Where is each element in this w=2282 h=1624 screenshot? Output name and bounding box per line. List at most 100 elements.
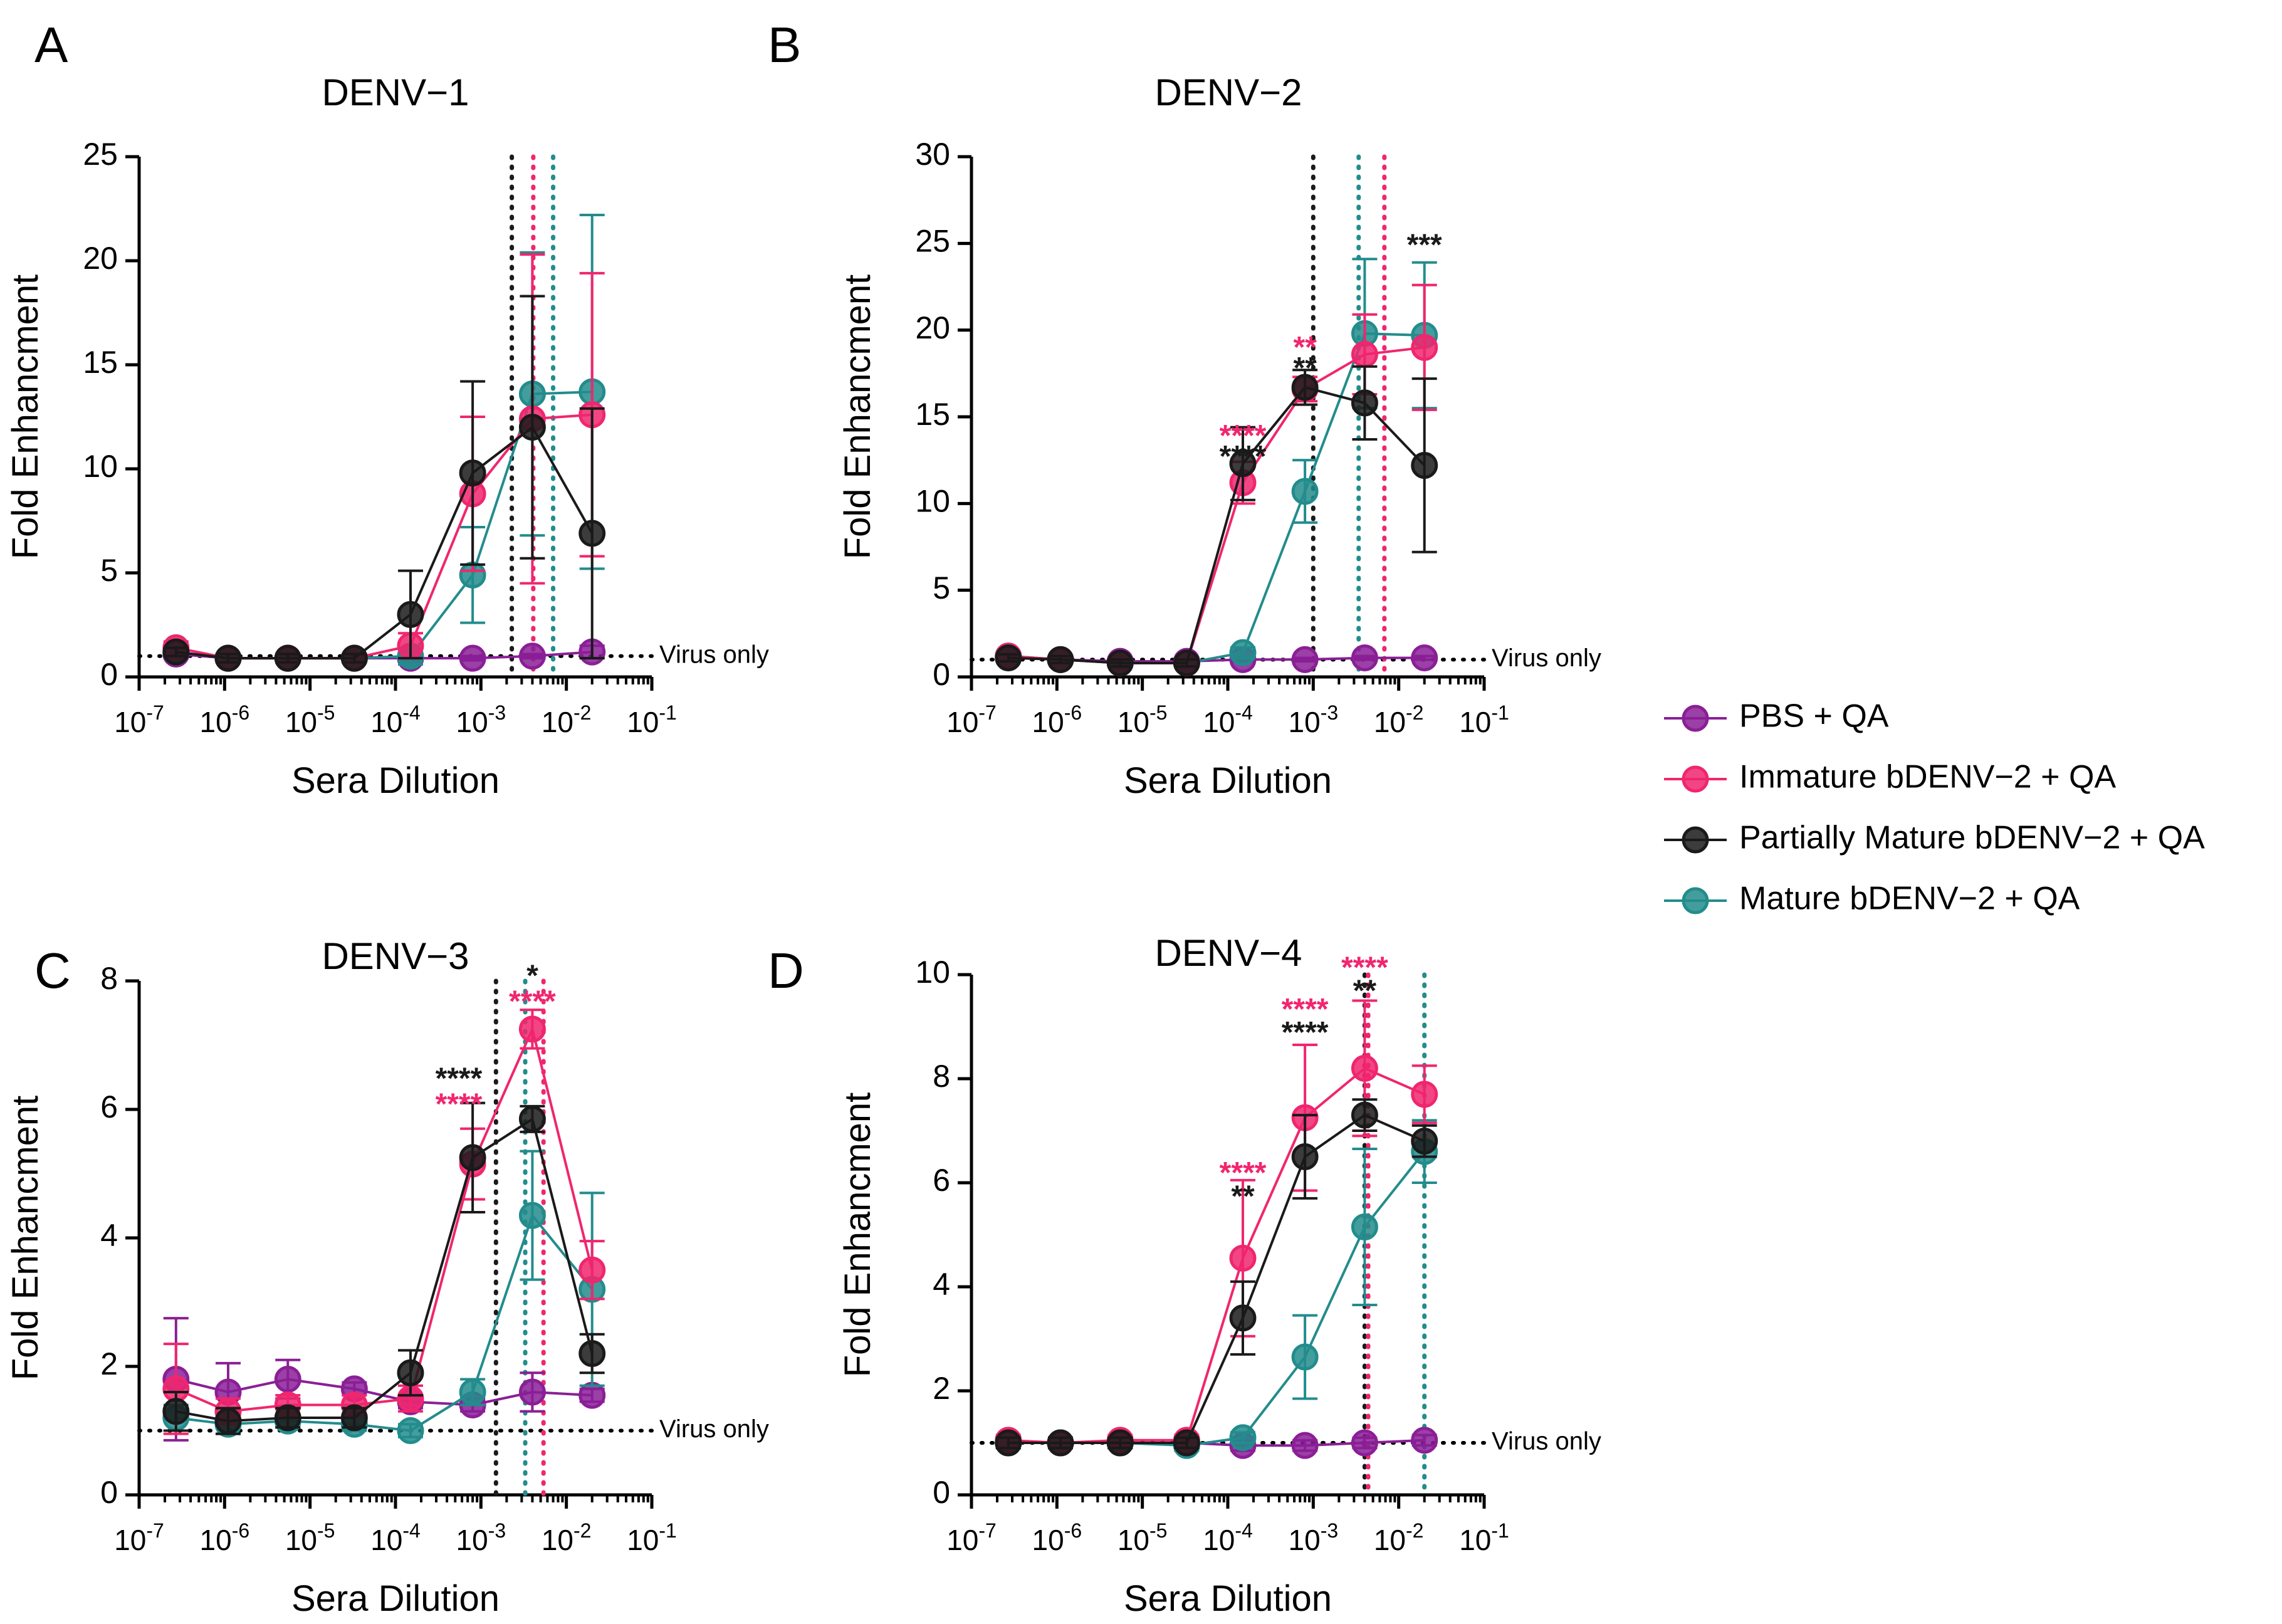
x-axis-label: Sera Dilution	[291, 1578, 500, 1619]
x-tick-label: 10-3	[1289, 1519, 1339, 1556]
x-axis-label: Sera Dilution	[1124, 760, 1332, 801]
data-point	[1411, 451, 1438, 479]
significance-label: ****	[1282, 993, 1329, 1026]
virus-only-label: Virus only	[659, 1415, 769, 1443]
legend-label: Mature bDENV−2 + QA	[1739, 881, 2080, 917]
series-line	[1008, 332, 1425, 664]
y-tick-label: 2	[100, 1346, 118, 1381]
y-tick-label: 8	[933, 1059, 950, 1094]
panel-d: D DENV−4 0 2 4 6 8 10 10-7 10-6 10-5 10-4 10-3 10-2 10…	[768, 932, 1601, 1619]
y-axis-label: Fold Enhancment	[837, 275, 878, 560]
data-point	[995, 1429, 1022, 1457]
x-axis-label: Sera Dilution	[1124, 1578, 1332, 1619]
y-tick-label: 6	[100, 1089, 118, 1124]
x-tick-label: 10-6	[200, 1519, 250, 1556]
series-line	[175, 1117, 594, 1423]
significance-label: ****	[1220, 440, 1267, 473]
x-tick-label: 10-1	[627, 1519, 677, 1556]
series-line	[1008, 1150, 1426, 1447]
significance-label: ****	[1341, 951, 1388, 984]
data-point	[995, 644, 1022, 672]
x-tick-label: 10-5	[1117, 701, 1168, 738]
data-point	[1229, 1244, 1257, 1272]
data-point	[459, 1378, 486, 1406]
significance-label: **	[1353, 975, 1377, 1008]
data-point	[1291, 478, 1319, 505]
data-point	[1411, 644, 1438, 672]
x-tick-label: 10-3	[456, 701, 506, 738]
significance-label: ****	[509, 985, 556, 1019]
x-tick-label: 10-5	[285, 1519, 335, 1556]
y-tick-label: 0	[933, 1475, 950, 1510]
legend-marker	[1682, 826, 1709, 854]
data-point	[274, 1366, 301, 1393]
data-point	[340, 644, 368, 672]
data-point	[1173, 649, 1200, 677]
data-point	[1106, 649, 1134, 677]
y-tick-label: 8	[100, 961, 118, 996]
series-line	[1008, 1113, 1425, 1444]
y-tick-label: 10	[915, 484, 950, 519]
y-tick-label: 10	[915, 955, 950, 990]
significance-label: **	[1293, 331, 1317, 364]
y-tick-label: 5	[100, 553, 118, 588]
data-point	[214, 1407, 242, 1435]
y-tick-label: 20	[83, 241, 118, 276]
y-tick-label: 25	[83, 137, 118, 172]
significance-label: **	[1293, 352, 1317, 385]
series-line	[175, 425, 594, 660]
panel-letter: A	[34, 17, 68, 73]
data-point	[578, 520, 606, 547]
x-tick-label: 10-4	[1203, 1519, 1253, 1556]
legend-item-immature-bdenv-2-qa: Immature bDENV−2 + QA	[1664, 759, 2116, 795]
legend-label: Partially Mature bDENV−2 + QA	[1739, 820, 2205, 856]
data-point	[1229, 639, 1257, 666]
legend-item-partially-mature-bdenv-2-qa: Partially Mature bDENV−2 + QA	[1664, 820, 2205, 856]
significance-label: ****	[1220, 419, 1267, 453]
series-partially-mature-bdenv-2-qa	[162, 295, 606, 672]
data-point	[274, 644, 301, 672]
data-point	[518, 642, 546, 670]
x-tick-label: 10-7	[946, 701, 997, 738]
data-point	[1411, 1128, 1438, 1155]
legend-marker	[1682, 765, 1709, 793]
y-axis-label: Fold Enhancment	[837, 1092, 878, 1378]
x-tick-label: 10-1	[627, 701, 677, 738]
panel-c: C DENV−3 0 2 4 6 8 10-7 10-6 10-5 10-4 10-3 10-2 10-1…	[5, 935, 769, 1619]
x-axis-label: Sera Dilution	[291, 760, 500, 801]
panel-a: A DENV−1 0 5 10 15 20 25 10-7 10-6 10-5 10-4 10-3 10-…	[5, 17, 769, 801]
significance-label: ****	[436, 1062, 483, 1096]
y-tick-label: 25	[915, 224, 950, 259]
data-point	[578, 1340, 606, 1367]
y-axis-label: Fold Enhancment	[5, 1096, 46, 1381]
data-point	[1351, 1213, 1378, 1241]
series-partially-mature-bdenv-2-qa	[162, 1101, 606, 1435]
significance-label: *	[526, 960, 538, 993]
data-point	[214, 644, 242, 672]
y-tick-label: 0	[933, 657, 950, 692]
data-point	[459, 459, 486, 487]
series-line	[1008, 385, 1426, 664]
data-point	[397, 600, 424, 628]
data-point	[1411, 333, 1438, 361]
series-partially-mature-bdenv-2-qa	[995, 1098, 1438, 1457]
y-tick-label: 0	[100, 1475, 118, 1510]
data-point	[1291, 1343, 1319, 1371]
significance-label: ***	[1407, 229, 1442, 262]
y-tick-label: 5	[933, 570, 950, 605]
x-tick-label: 10-1	[1459, 701, 1509, 738]
y-tick-label: 6	[933, 1163, 950, 1198]
panel-letter: B	[768, 17, 801, 73]
data-point	[397, 1359, 424, 1386]
panel-b: B DENV−2 0 5 10 15 20 25 30 10-7 10-6 10-5 10-4 10-3 1…	[768, 17, 1601, 801]
data-point	[162, 1398, 190, 1425]
data-point	[1229, 1424, 1257, 1452]
x-tick-label: 10-2	[1374, 701, 1424, 738]
legend-label: PBS + QA	[1739, 698, 1889, 735]
data-point	[518, 1202, 546, 1229]
chart-title: DENV−1	[322, 71, 469, 113]
data-point	[578, 1381, 606, 1409]
x-tick-label: 10-5	[1117, 1519, 1168, 1556]
y-axis-label: Fold Enhancment	[5, 275, 46, 560]
x-tick-label: 10-2	[542, 1519, 592, 1556]
